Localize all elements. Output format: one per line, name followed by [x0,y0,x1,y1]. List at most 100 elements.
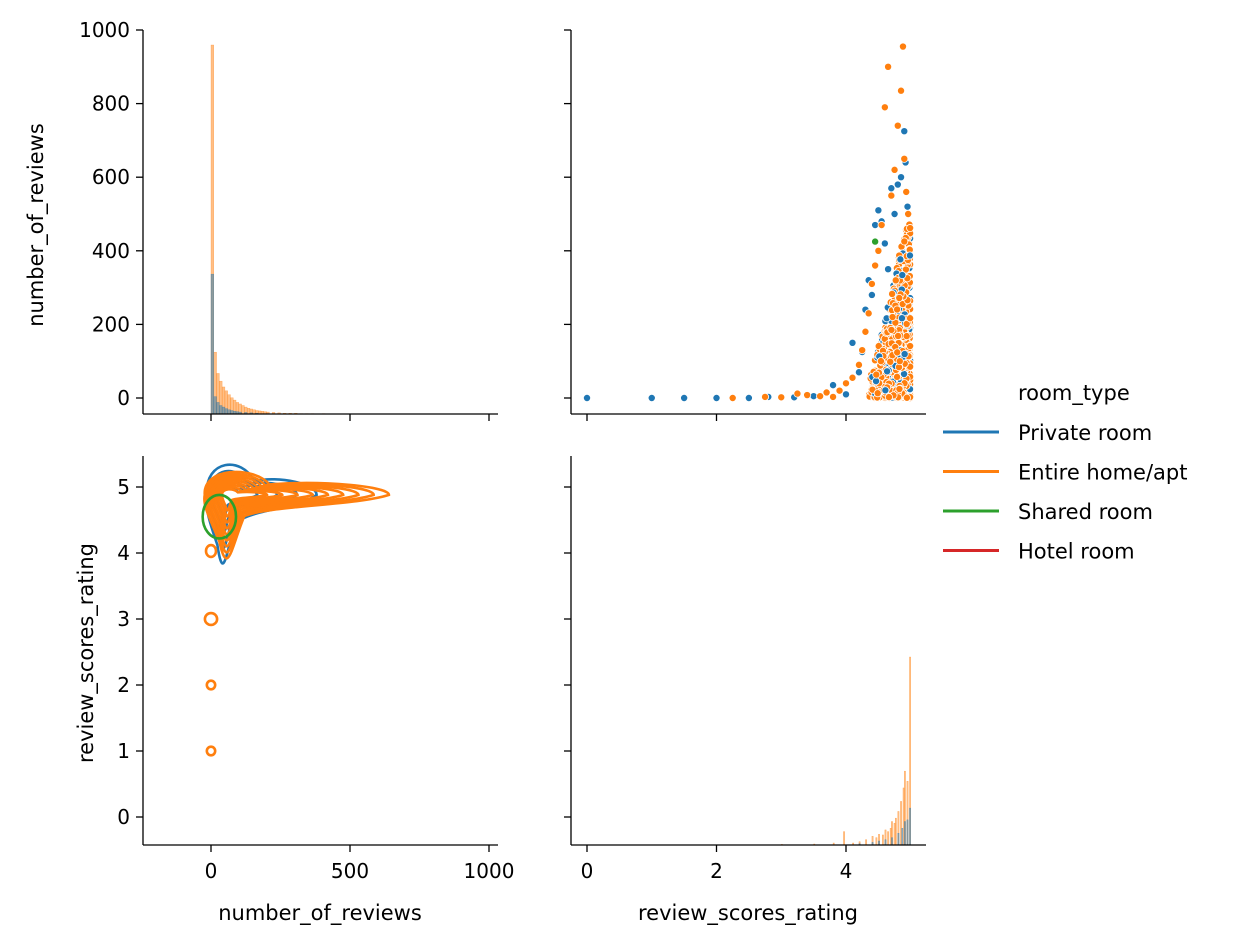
scatter-point [887,325,896,334]
panel-kde-rating-vs-reviews: 0 1 2 3 4 5 0 500 1000 [117,456,514,883]
scatter-point [887,184,896,193]
hist-bar [875,837,878,846]
scatter-point [872,377,881,386]
legend-entry-label: Shared room [1018,500,1153,524]
hist-bar [891,837,893,846]
scatter-point [888,313,897,322]
scatter-point [816,392,825,401]
scatter-point [898,271,907,280]
scatter-point [894,331,903,340]
scatter-point [858,346,867,355]
reviews-ytick-label: 0 [117,386,130,410]
scatter-point [895,293,904,302]
scatter-point [822,388,831,397]
scatter-point [902,393,911,402]
rating-ytick-label: 3 [117,607,130,631]
scatter-point [842,390,851,399]
rating-ytick-label: 5 [117,475,130,499]
scatter-point [728,393,737,402]
rating-ytick-label: 0 [117,805,130,829]
reviews-xtick-label: 500 [331,859,369,883]
scatter-point [884,393,893,402]
scatter-point [881,386,890,395]
kde-island [204,543,218,559]
scatter-point [901,265,910,274]
hist-bar [884,839,887,846]
scatter-point [848,373,857,382]
hist-bar [216,402,220,415]
scatter-point [900,127,909,136]
hist-bar [241,405,245,415]
rating-ytick-label: 4 [117,541,130,565]
reviews-xtick-label: 0 [205,859,218,883]
scatter-point [744,393,753,402]
scatter-point [761,392,770,401]
legend-entry-label: Entire home/apt [1018,461,1187,485]
legend-entry-label: Private room [1018,421,1152,445]
scatter-point [893,372,902,381]
ylabel-review-scores-rating: review_scores_rating [74,543,99,763]
scatter-point [861,327,870,336]
reviews-xtick-label: 1000 [464,859,515,883]
scatter-point [897,314,906,323]
rating-ytick-label: 1 [117,739,130,763]
scatter-point [891,276,900,285]
kde-island [205,679,217,691]
scatter-point [877,221,886,230]
kde-island [203,611,219,627]
scatter-point [903,202,912,211]
scatter-point [880,239,889,248]
scatter-point [897,173,906,182]
kde-contour [201,493,238,540]
kde-contour [211,479,330,536]
scatter-point [871,237,880,246]
scatter-point [893,305,902,314]
scatter-point [886,357,895,366]
kde-contour [209,477,345,542]
reviews-ytick-label: 200 [92,312,130,336]
hist-bar [882,834,884,846]
kde-contour [203,470,391,560]
scatter-point [583,393,592,402]
hist-bar [224,408,228,415]
scatter-point [900,154,909,163]
scatter-point [904,209,913,218]
scatter-point [842,379,851,388]
scatter-point [848,338,857,347]
scatter-point [803,391,812,400]
scatter-point [867,279,876,288]
hist-bar [843,831,845,846]
scatter-point [888,289,897,298]
scatter-point [896,255,905,264]
hist-bar [221,406,226,415]
scatter-point [874,206,883,215]
scatter-point [906,224,915,233]
scatter-point [712,393,721,402]
hist-bar [219,405,223,415]
kde-contour [218,485,284,518]
legend: room_type Private room Entire home/apt Sha… [943,381,1187,564]
scatter-point [876,357,885,366]
hist-bar [213,396,217,415]
scatter-point [864,309,873,318]
hist-bar [897,833,900,846]
scatter-point [890,165,899,174]
scatter-point [873,389,882,398]
scatter-point [890,209,899,218]
scatter-point [880,103,889,112]
scatter-point [893,180,902,189]
scatter-point [777,393,786,402]
reviews-ytick-label: 400 [92,239,130,263]
scatter-point [872,370,881,379]
scatter-point [835,386,844,395]
scatter-point [884,265,893,274]
kde-contour [214,481,315,530]
scatter-point [902,332,911,341]
reviews-ytick-label: 1000 [79,18,130,42]
rating-xtick-label: 4 [840,859,853,883]
scatter-point [854,360,863,369]
reviews-ytick-label: 800 [92,92,130,116]
scatter-point [884,62,893,71]
hist-bar [906,819,909,846]
